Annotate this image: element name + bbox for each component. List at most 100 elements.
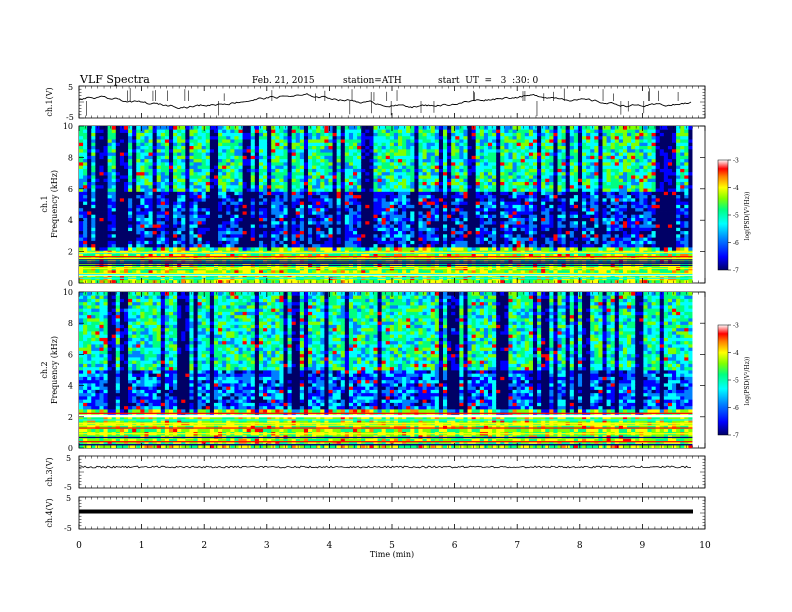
spectrogram-cell (136, 194, 141, 199)
spectrogram-cell (422, 253, 428, 258)
spectrogram-cell (271, 168, 276, 173)
spectrogram-cell (197, 139, 203, 143)
spectrogram-cell (254, 230, 260, 235)
spectrogram-cell (492, 214, 497, 218)
spectrogram-cell (336, 145, 342, 150)
spectrogram-cell (164, 224, 170, 228)
spectrogram-cell (197, 233, 203, 238)
spectrogram-cell (353, 132, 358, 137)
spectrogram-cell (361, 191, 366, 196)
spectrogram-cell (263, 135, 268, 140)
spectrogram-cell (205, 158, 211, 163)
spectrogram-cell (422, 279, 428, 283)
spectrogram-cell (197, 214, 203, 218)
spectrogram-cell (430, 132, 436, 137)
spectrogram-cell (115, 165, 121, 169)
spectrogram-cell (246, 211, 252, 215)
spectrogram-cell (467, 129, 473, 133)
spectrogram-cell (107, 217, 113, 222)
spectrogram-cell (410, 243, 415, 248)
spectrogram-cell (353, 148, 358, 153)
spectrogram-cell (267, 220, 272, 225)
spectrogram-cell (479, 126, 485, 130)
spectrogram-cell (168, 243, 174, 248)
spectrogram-cell (303, 168, 309, 173)
spectrogram-cell (189, 155, 194, 160)
spectrogram-cell (279, 220, 284, 225)
spectrogram-cell (254, 165, 260, 169)
spectrogram-cell (303, 152, 309, 156)
spectrogram-cell (226, 171, 231, 176)
spectrogram-cell (291, 135, 297, 140)
spectrogram-cell (291, 224, 297, 228)
spectrogram-cell (463, 233, 468, 238)
spectrogram-cell (344, 247, 350, 251)
spectrogram-cell (164, 126, 170, 130)
spectrogram-cell (328, 224, 333, 228)
spectrogram-cell (250, 191, 256, 196)
spectrogram-cell (369, 220, 374, 225)
spectrogram-cell (500, 171, 505, 176)
spectrogram-cell (459, 211, 464, 215)
spectrogram-cell (152, 233, 158, 238)
spectrogram-cell (357, 253, 362, 258)
spectrogram-cell (369, 139, 374, 143)
spectrogram-cell (185, 237, 190, 241)
spectrogram-cell (234, 240, 239, 245)
spectrogram-cell (287, 204, 293, 209)
spectrogram-cell (414, 207, 419, 212)
spectrogram-cell (393, 145, 399, 150)
spectrogram-cell (246, 181, 252, 186)
spectrogram-cell (91, 155, 96, 160)
spectrogram-cell (91, 204, 96, 209)
spectrogram-cell (303, 220, 309, 225)
spectrogram-cell (422, 175, 428, 179)
spectrogram-cell (189, 269, 194, 274)
spectrogram-cell (267, 178, 272, 182)
spectrogram-cell (451, 181, 456, 186)
spectrogram-cell (483, 158, 489, 163)
spectrogram-cell (381, 142, 387, 147)
spectrogram-cell (340, 247, 346, 251)
spectrogram-cell (492, 247, 497, 251)
spectrogram-cell (500, 240, 505, 245)
spectrogram-cell (218, 227, 223, 232)
spectrogram-cell (434, 191, 440, 196)
spectrogram-cell (119, 181, 125, 186)
spectrogram-cell (99, 207, 104, 212)
spectrogram-cell (123, 158, 129, 163)
spectrogram-cell (385, 230, 391, 235)
spectrogram-cell (111, 227, 117, 232)
spectrogram-cell (373, 145, 378, 150)
spectrogram-cell (410, 279, 415, 283)
spectrogram-cell (422, 233, 428, 238)
spectrogram-cell (324, 220, 329, 225)
spectrogram-cell (234, 152, 239, 156)
spectrogram-cell (357, 230, 362, 235)
spectrogram-cell (128, 168, 133, 173)
spectrogram-cell (164, 175, 170, 179)
spectrogram-cell (205, 207, 211, 212)
spectrogram-cell (455, 247, 460, 251)
spectrogram-cell (451, 201, 456, 205)
spectrogram-cell (299, 207, 305, 212)
spectrogram-cell (348, 191, 354, 196)
spectrogram-cell (181, 240, 186, 245)
spectrogram-cell (320, 184, 325, 189)
spectrogram-cell (426, 168, 432, 173)
spectrogram-cell (91, 181, 96, 186)
spectrogram-cell (451, 161, 456, 166)
spectrogram-cell (430, 152, 436, 156)
spectrogram-cell (365, 132, 370, 137)
spectrogram-cell (148, 243, 154, 248)
spectrogram-cell (152, 247, 158, 251)
spectrogram-cell (132, 237, 137, 241)
spectrogram-cell (128, 158, 133, 163)
spectrogram-cell (148, 197, 154, 202)
spectrogram-cell (287, 165, 293, 169)
spectrogram-cell (123, 253, 129, 258)
spectrogram-cell (99, 168, 104, 173)
spectrogram-cell (164, 184, 170, 189)
spectrogram-cell (107, 132, 113, 137)
spectrogram-cell (312, 214, 317, 218)
